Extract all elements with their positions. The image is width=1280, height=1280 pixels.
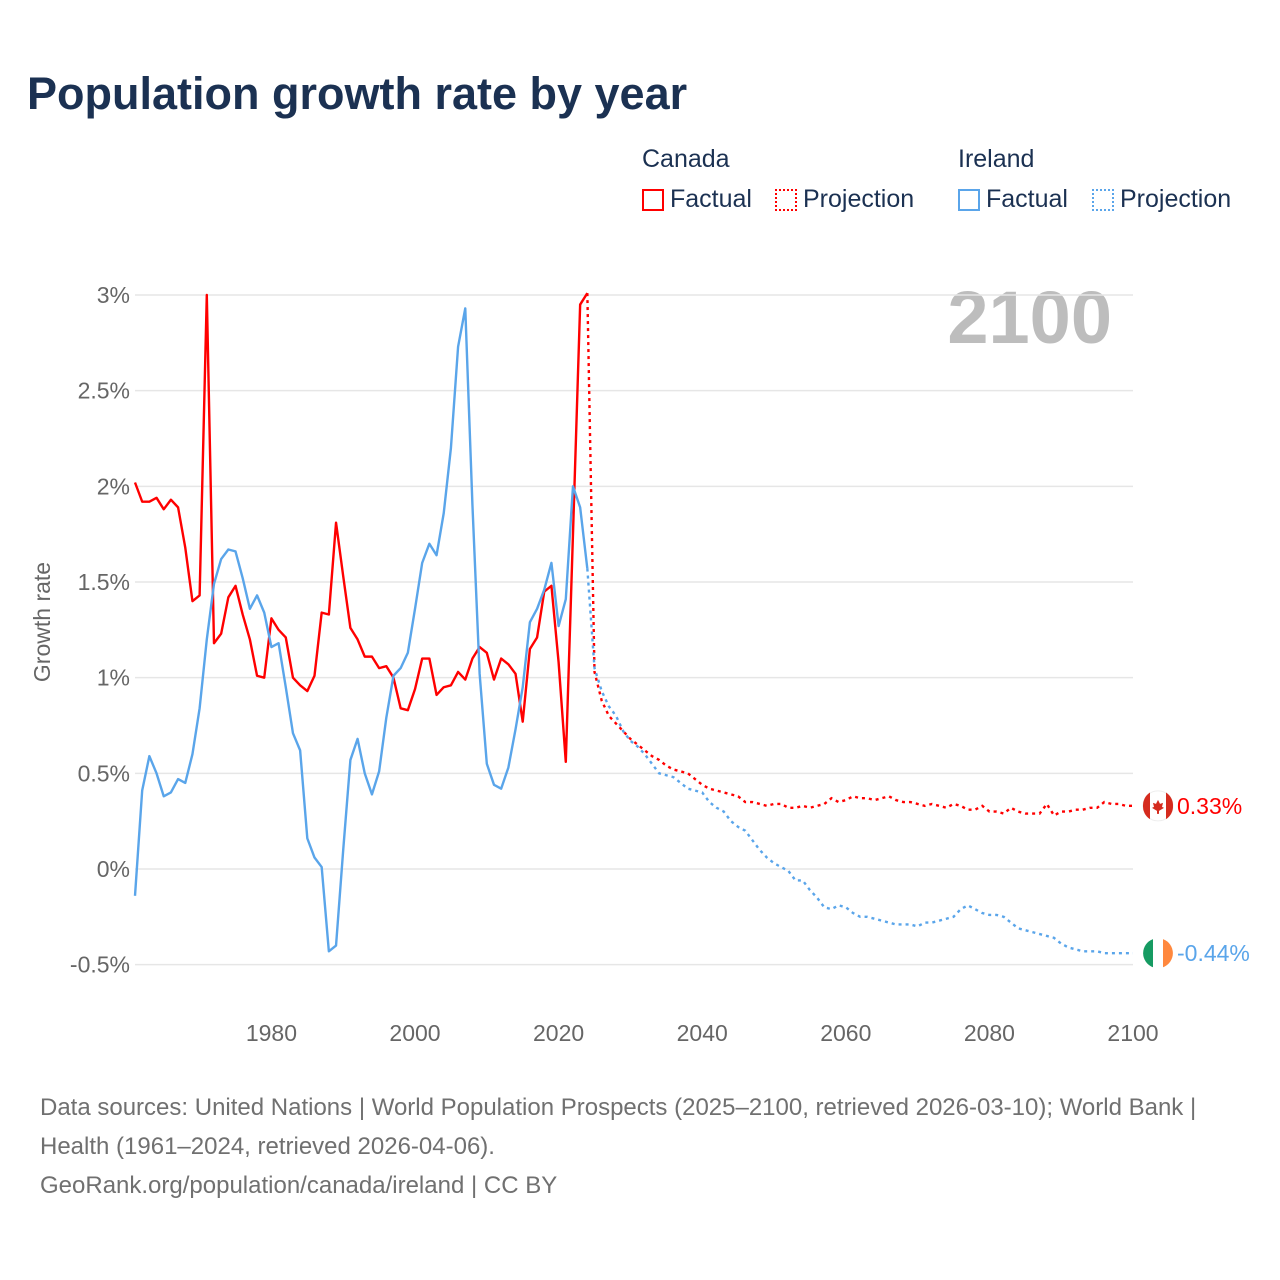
legend-group-canada: Canada [642,145,730,173]
end-value-label-canada: 0.33% [1177,793,1242,819]
y-axis-label: Growth rate [29,562,55,682]
series-canada-factual-line [133,292,589,764]
legend-canada-factual[interactable]: Factual [642,185,752,214]
end-value-label-ireland: -0.44% [1177,940,1250,966]
legend-swatch-solid [642,188,664,211]
legend-label: Projection [1120,185,1232,213]
x-tick-label: 2080 [964,1020,1015,1046]
series-ireland-factual-line [133,307,589,953]
legend-swatch-dotted [1092,188,1114,211]
legend-swatch-solid [958,188,980,211]
y-tick-label: 2% [97,473,130,499]
y-tick-label: 1.5% [78,569,130,595]
legend-ireland-factual[interactable]: Factual [958,185,1068,214]
y-tick-label: 1% [97,665,130,691]
y-tick-label: 3% [97,282,130,308]
canada-flag-icon-band [1142,792,1150,820]
year-watermark: 2100 [947,276,1112,359]
chart-title: Population growth rate by year [27,68,688,119]
canada-flag-icon-band [1166,792,1174,820]
credit-link[interactable]: GeoRank.org/population/canada/ireland | … [40,1172,558,1199]
legend-group-ireland: Ireland [958,145,1035,173]
footer: Data sources: United Nations | World Pop… [40,1088,1240,1205]
maple-leaf-icon [1152,799,1164,814]
series-ireland-projection-line [586,568,1133,955]
x-tick-label: 1980 [246,1020,297,1046]
series-canada-projection-line [586,293,1133,818]
legend-ireland-projection[interactable]: Projection [1092,185,1231,214]
y-tick-label: -0.5% [70,952,130,978]
y-tick-label: 2.5% [78,378,130,404]
y-tick-label: 0.5% [78,760,130,786]
x-tick-label: 2060 [820,1020,871,1046]
legend-label: Factual [670,185,752,213]
legend-label: Projection [803,185,915,213]
data-sources: Data sources: United Nations | World Pop… [40,1094,1197,1160]
legend-canada-projection[interactable]: Projection [775,185,914,214]
ireland-flag-icon-green [1143,939,1153,968]
x-tick-label: 2040 [677,1020,728,1046]
x-tick-label: 2100 [1107,1020,1158,1046]
legend-swatch-dotted [775,188,797,211]
x-tick-label: 2000 [389,1020,440,1046]
x-tick-label: 2020 [533,1020,584,1046]
y-tick-label: 0% [97,856,130,882]
legend-label: Factual [986,185,1068,213]
ireland-flag-icon-orange [1163,939,1173,968]
